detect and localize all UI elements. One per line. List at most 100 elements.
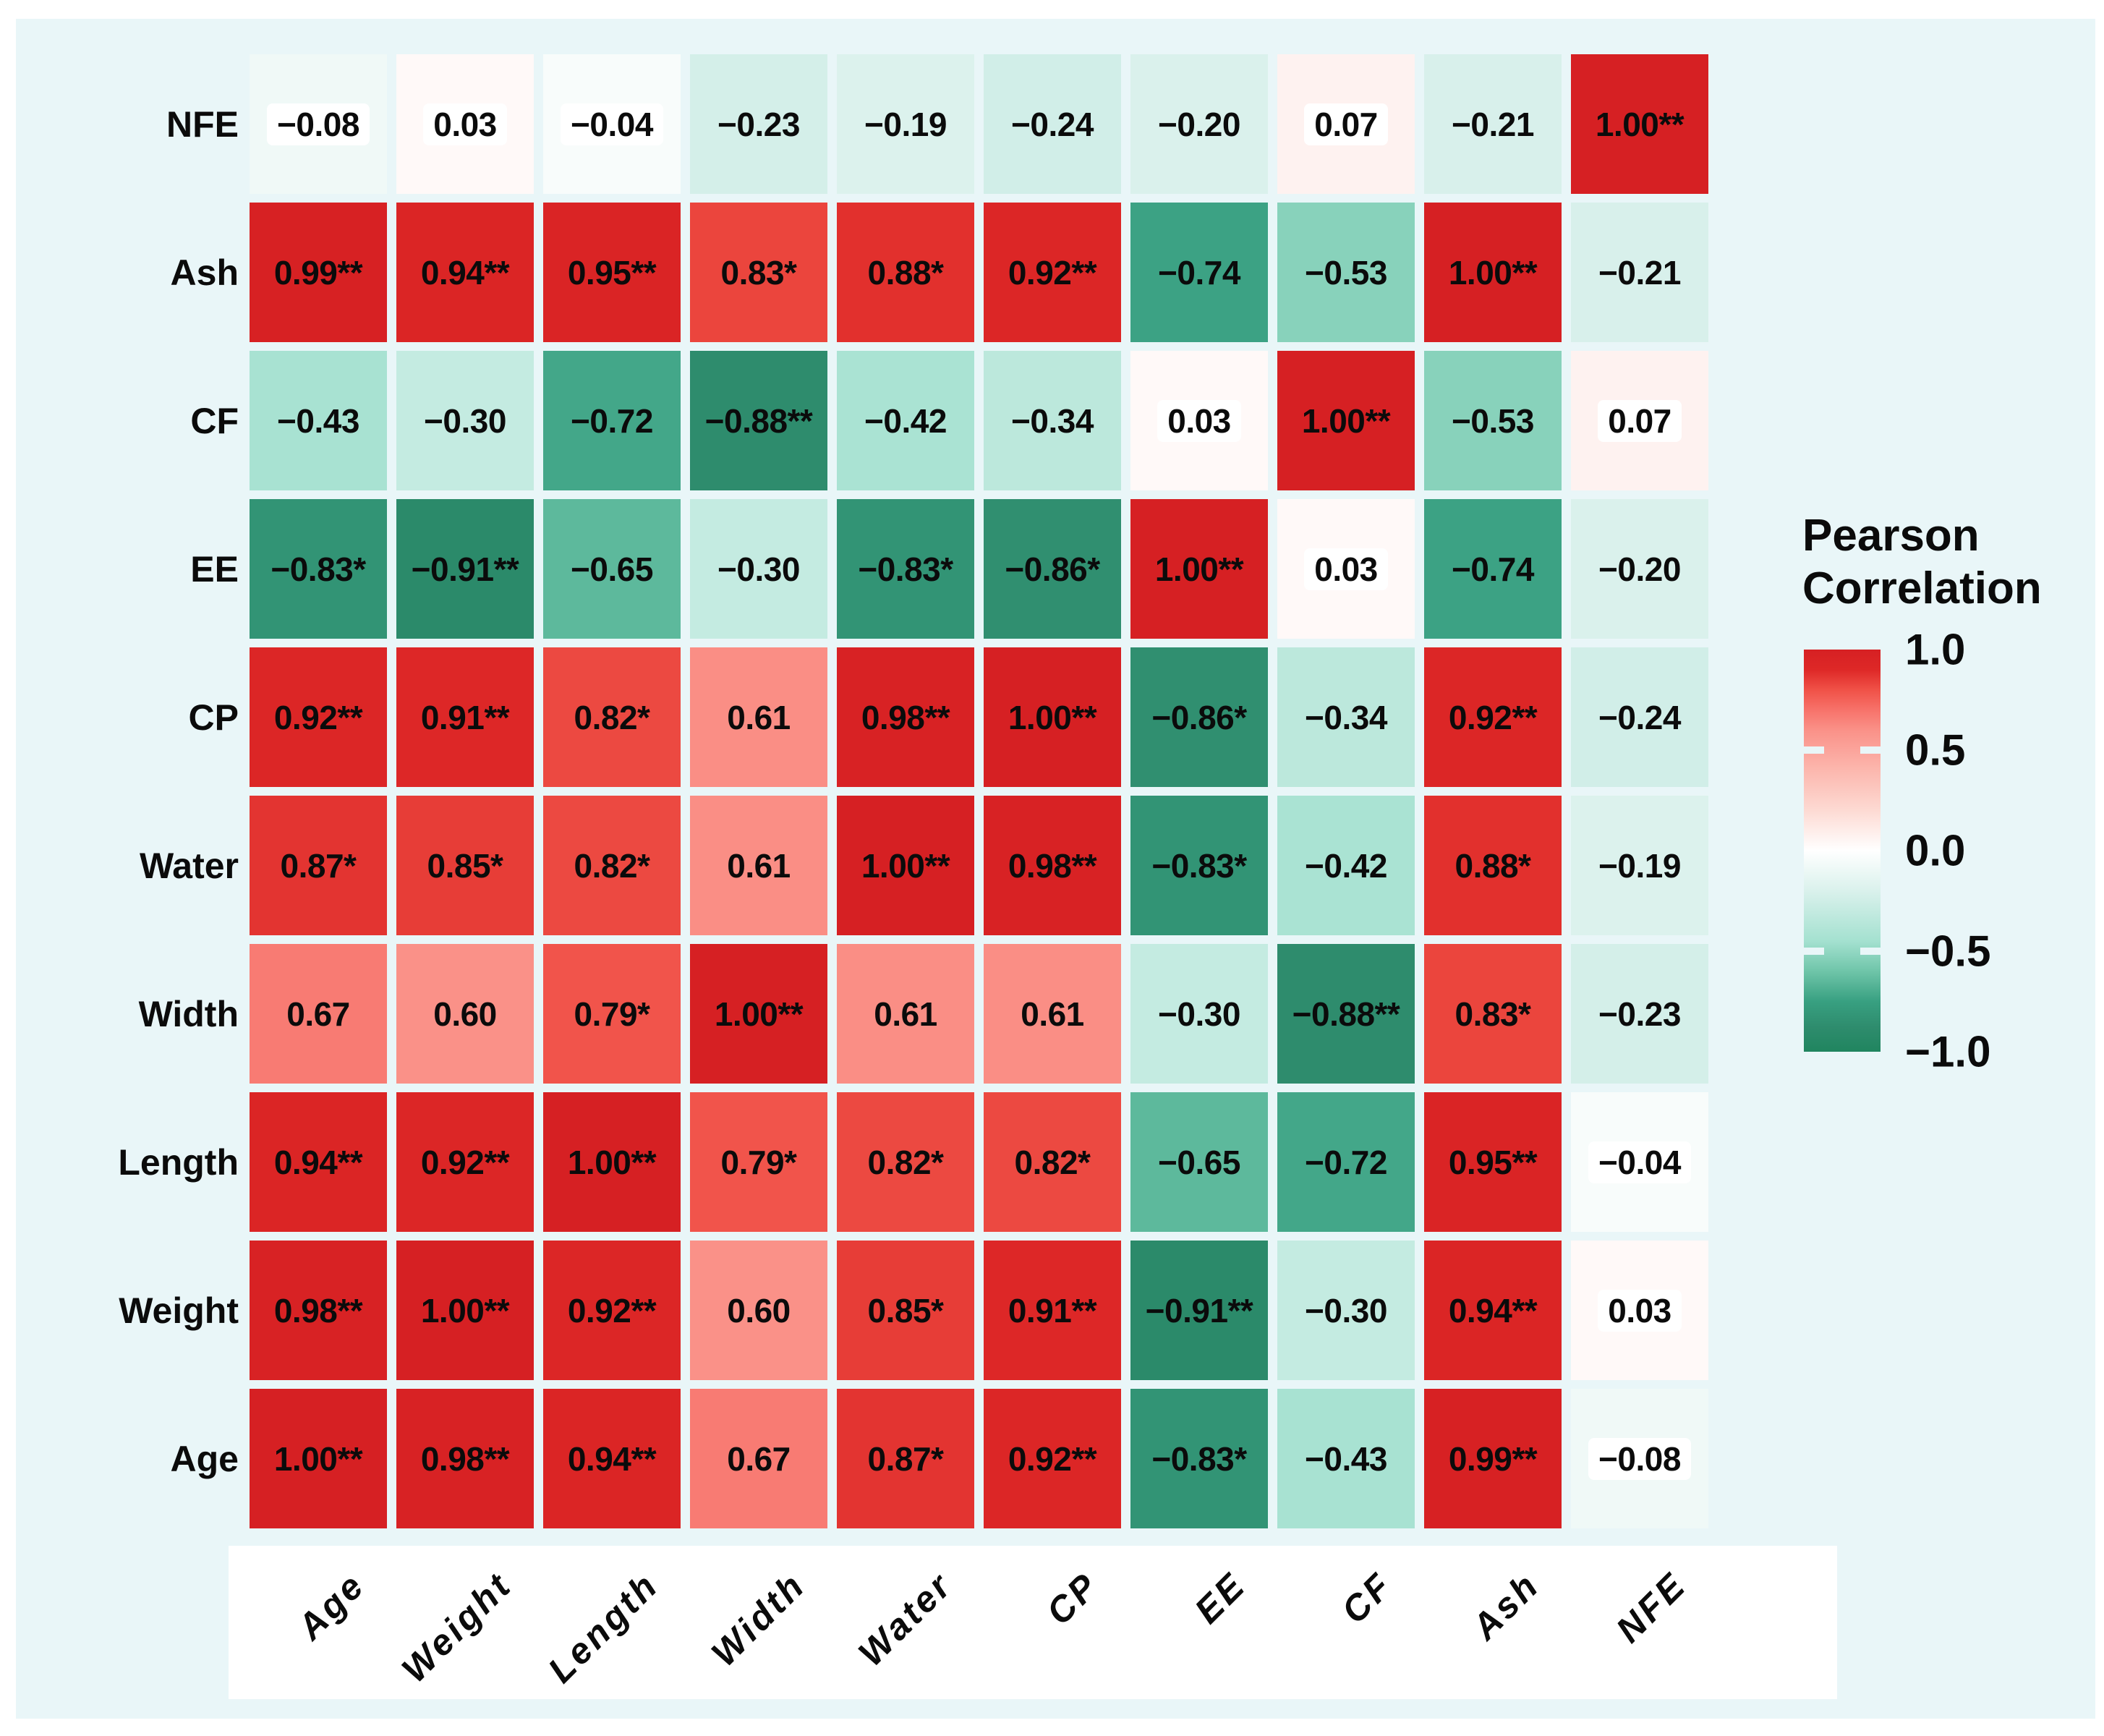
heatmap-cell: 1.00** xyxy=(543,1092,681,1232)
y-axis-label-cf: CF xyxy=(190,400,239,441)
cell-value-label: −0.43 xyxy=(1305,1439,1387,1478)
cell-value-label: −0.34 xyxy=(1011,401,1094,440)
cell-value-label: −0.24 xyxy=(1598,698,1681,736)
cell-value-label: 1.00** xyxy=(861,846,950,885)
cell-value-label: −0.91** xyxy=(1145,1291,1253,1329)
cell-value-label: 0.91** xyxy=(420,698,510,736)
cell-value-label: −0.43 xyxy=(277,401,359,440)
heatmap-cell: −0.53 xyxy=(1424,351,1562,490)
heatmap-cell: 0.60 xyxy=(396,944,534,1084)
y-axis-label-age: Age xyxy=(170,1438,239,1479)
heatmap-cell: 0.94** xyxy=(543,1389,681,1528)
cell-value-label: 0.92** xyxy=(273,698,363,736)
cell-value-label: −0.30 xyxy=(424,401,506,440)
cell-value-label: 0.83* xyxy=(1455,995,1531,1033)
heatmap-cell: 1.00** xyxy=(984,647,1121,787)
legend-tick-notch xyxy=(1860,746,1881,754)
cell-value-label: −0.08 xyxy=(1588,1437,1691,1480)
heatmap-cell: −0.04 xyxy=(1571,1092,1708,1232)
cell-value-label: 0.61 xyxy=(874,995,937,1033)
heatmap-cell: −0.86* xyxy=(984,499,1121,639)
legend-title-line1: Pearson xyxy=(1802,511,1980,561)
heatmap-cell: 0.87* xyxy=(837,1389,974,1528)
cell-value-label: 0.95** xyxy=(1448,1143,1538,1181)
legend-tick-label: 1.0 xyxy=(1905,625,1966,674)
cell-value-label: −0.04 xyxy=(561,103,663,145)
cell-value-label: 0.79* xyxy=(574,995,650,1033)
heatmap-cell: 0.98** xyxy=(396,1389,534,1528)
heatmap-cell: 0.82* xyxy=(543,796,681,935)
cell-value-label: 0.61 xyxy=(1021,995,1084,1033)
cell-value-label: 0.60 xyxy=(433,995,497,1033)
cell-value-label: 0.82* xyxy=(574,698,650,736)
cell-value-label: 0.83* xyxy=(720,253,797,292)
legend-tick-label: 0.0 xyxy=(1905,826,1966,875)
heatmap-cell: 0.67 xyxy=(250,944,387,1084)
cell-value-label: 1.00** xyxy=(1448,253,1538,292)
heatmap-cell: 1.00** xyxy=(250,1389,387,1528)
legend-title-line2: Correlation xyxy=(1802,563,2042,613)
cell-value-label: −0.30 xyxy=(1305,1291,1387,1329)
heatmap-cell: −0.30 xyxy=(690,499,827,639)
y-axis-label-water: Water xyxy=(139,845,239,886)
cell-value-label: 0.03 xyxy=(1598,1289,1682,1332)
cell-value-label: −0.74 xyxy=(1158,253,1240,292)
heatmap-cell: 0.98** xyxy=(837,647,974,787)
y-axis-label-cp: CP xyxy=(188,697,239,738)
legend-tick-label: −1.0 xyxy=(1905,1027,1991,1076)
heatmap-cell: 0.03 xyxy=(1277,499,1415,639)
cell-value-label: 0.03 xyxy=(1304,548,1388,590)
legend-tick-notch xyxy=(1804,948,1824,955)
cell-value-label: −0.53 xyxy=(1305,253,1387,292)
heatmap-cell: 0.07 xyxy=(1277,54,1415,194)
legend-tick-notch xyxy=(1804,746,1824,754)
heatmap-cell: 0.92** xyxy=(984,1389,1121,1528)
cell-value-label: 0.98** xyxy=(1008,846,1097,885)
heatmap-cell: −0.91** xyxy=(1130,1241,1268,1380)
cell-value-label: 0.94** xyxy=(1448,1291,1538,1329)
cell-value-label: 1.00** xyxy=(1301,401,1391,440)
heatmap-cell: −0.83* xyxy=(1130,1389,1268,1528)
y-axis-label-weight: Weight xyxy=(119,1290,239,1331)
heatmap-cell: 0.92** xyxy=(396,1092,534,1232)
heatmap-cell: 0.61 xyxy=(690,796,827,935)
heatmap-cell: −0.88** xyxy=(690,351,827,490)
cell-value-label: 0.03 xyxy=(1157,399,1241,442)
cell-value-label: 0.92** xyxy=(1448,698,1538,736)
cell-value-label: 0.61 xyxy=(727,698,791,736)
heatmap-cell: −0.86* xyxy=(1130,647,1268,787)
heatmap-cell: −0.24 xyxy=(1571,647,1708,787)
cell-value-label: 0.07 xyxy=(1304,103,1388,145)
cell-value-label: −0.83* xyxy=(858,550,953,588)
heatmap-cell: −0.34 xyxy=(1277,647,1415,787)
cell-value-label: −0.30 xyxy=(1158,995,1240,1033)
heatmap-cell: −0.21 xyxy=(1424,54,1562,194)
heatmap-cell: −0.21 xyxy=(1571,203,1708,342)
heatmap-cell: 0.67 xyxy=(690,1389,827,1528)
cell-value-label: −0.42 xyxy=(864,401,947,440)
cell-value-label: −0.88** xyxy=(704,401,813,440)
heatmap-cell: −0.23 xyxy=(1571,944,1708,1084)
heatmap-cell: −0.20 xyxy=(1571,499,1708,639)
heatmap-cell: −0.42 xyxy=(1277,796,1415,935)
cell-value-label: 0.98** xyxy=(273,1291,363,1329)
heatmap-cell: 0.03 xyxy=(1130,351,1268,490)
cell-value-label: 1.00** xyxy=(1595,105,1685,143)
cell-value-label: −0.19 xyxy=(1598,846,1681,885)
cell-value-label: 0.88* xyxy=(1455,846,1531,885)
cell-value-label: −0.08 xyxy=(267,103,370,145)
heatmap-cell: 0.82* xyxy=(543,647,681,787)
cell-value-label: 0.88* xyxy=(867,253,944,292)
heatmap-cell: 0.61 xyxy=(837,944,974,1084)
heatmap-grid: −0.08 0.03 −0.04 −0.23 −0.19 −0.24 −0.20 0.07 −0… xyxy=(250,54,1708,1528)
cell-value-label: −0.04 xyxy=(1588,1141,1691,1183)
heatmap-cell: −0.83* xyxy=(837,499,974,639)
cell-value-label: −0.86* xyxy=(1005,550,1100,588)
legend-tick-label: 0.5 xyxy=(1905,726,1966,775)
heatmap-cell: −0.74 xyxy=(1130,203,1268,342)
heatmap-cell: 0.79* xyxy=(690,1092,827,1232)
heatmap-cell: −0.19 xyxy=(1571,796,1708,935)
heatmap-cell: 0.60 xyxy=(690,1241,827,1380)
heatmap-cell: 0.91** xyxy=(984,1241,1121,1380)
cell-value-label: −0.83* xyxy=(271,550,366,588)
